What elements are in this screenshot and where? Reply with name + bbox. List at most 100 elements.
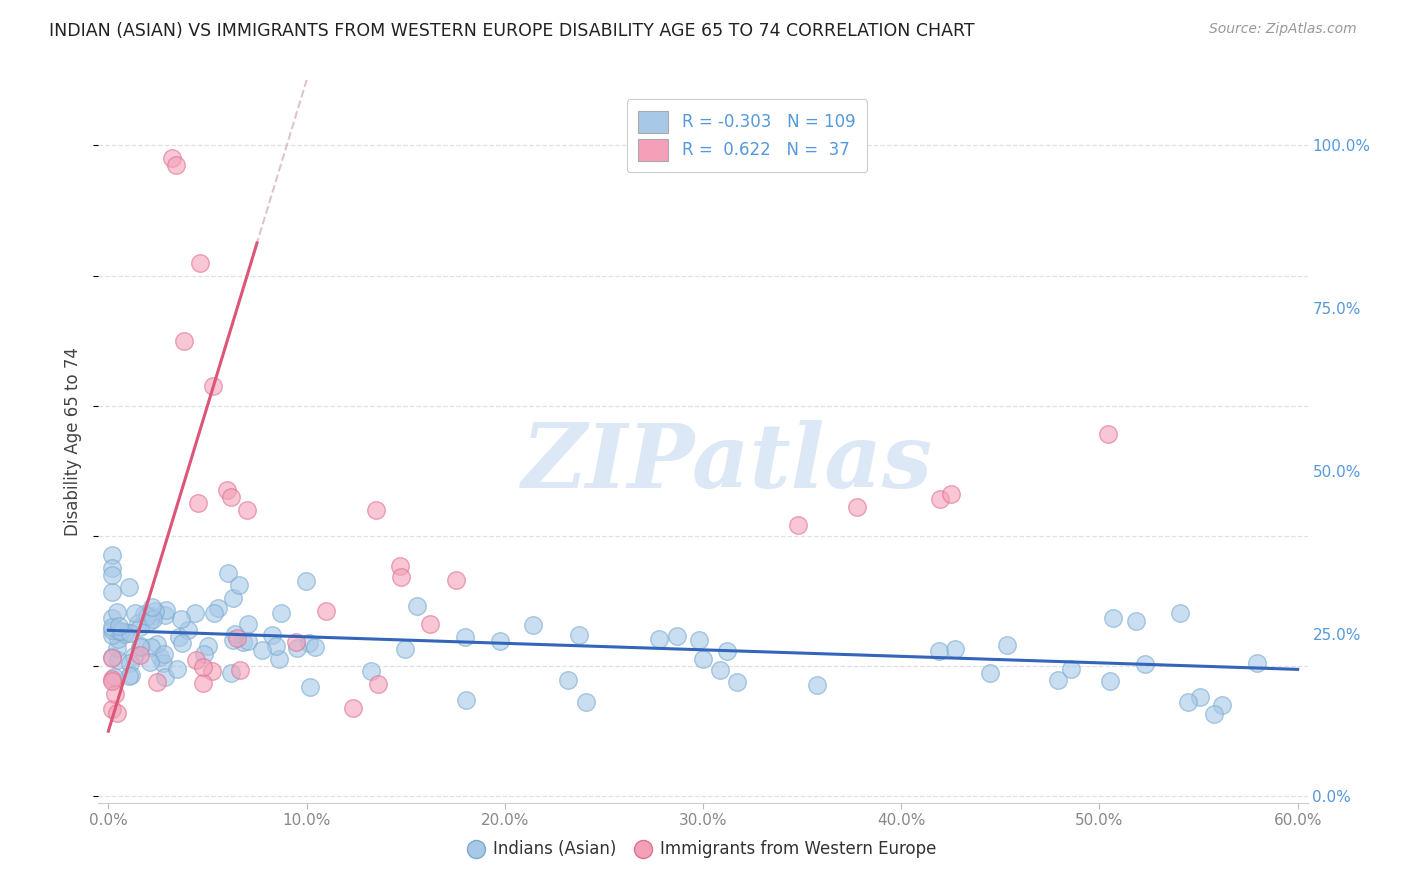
Point: [118, 625, 141, 640]
Point: [117, 669, 139, 683]
Point: [709, 663, 731, 677]
Point: [298, 635, 321, 649]
Point: [219, 490, 242, 504]
Point: [172, 636, 194, 650]
Point: [201, 664, 224, 678]
Point: [1097, 426, 1119, 441]
Point: [188, 255, 211, 269]
Point: [143, 604, 166, 618]
Point: [1060, 662, 1083, 676]
Point: [101, 568, 124, 582]
Point: [648, 632, 671, 646]
Point: [221, 665, 243, 680]
Point: [285, 640, 308, 655]
Point: [1204, 707, 1226, 722]
Point: [142, 612, 165, 626]
Point: [155, 603, 177, 617]
Point: [101, 649, 124, 664]
Point: [129, 620, 152, 634]
Point: [114, 625, 136, 640]
Point: [943, 642, 966, 657]
Point: [557, 673, 579, 687]
Point: [101, 584, 124, 599]
Point: [101, 549, 124, 563]
Point: [108, 624, 131, 638]
Point: [419, 617, 441, 632]
Point: [101, 623, 124, 637]
Point: [226, 632, 249, 646]
Point: [489, 633, 512, 648]
Point: [224, 627, 246, 641]
Point: [1188, 690, 1211, 705]
Point: [101, 651, 124, 665]
Point: [110, 624, 132, 638]
Point: [939, 487, 962, 501]
Point: [101, 672, 124, 686]
Point: [228, 578, 250, 592]
Point: [105, 640, 128, 655]
Y-axis label: Disability Age 65 to 74: Disability Age 65 to 74: [65, 347, 83, 536]
Point: [364, 503, 387, 517]
Point: [152, 647, 174, 661]
Point: [1177, 695, 1199, 709]
Point: [1102, 611, 1125, 625]
Point: [184, 653, 207, 667]
Point: [725, 674, 748, 689]
Point: [284, 635, 307, 649]
Point: [139, 655, 162, 669]
Point: [101, 561, 124, 575]
Point: [153, 670, 176, 684]
Point: [177, 623, 200, 637]
Point: [184, 606, 207, 620]
Point: [929, 491, 952, 506]
Point: [186, 496, 208, 510]
Point: [149, 649, 172, 664]
Point: [129, 639, 152, 653]
Point: [367, 677, 389, 691]
Text: ZIPatlas: ZIPatlas: [522, 420, 932, 507]
Point: [236, 503, 259, 517]
Point: [173, 334, 195, 348]
Point: [394, 642, 416, 657]
Point: [716, 644, 738, 658]
Point: [202, 606, 225, 620]
Point: [232, 635, 254, 649]
Point: [342, 701, 364, 715]
Point: [153, 608, 176, 623]
Point: [166, 662, 188, 676]
Point: [522, 617, 544, 632]
Point: [1125, 615, 1147, 629]
Point: [1099, 674, 1122, 689]
Point: [692, 652, 714, 666]
Point: [454, 631, 477, 645]
Point: [995, 638, 1018, 652]
Point: [101, 674, 124, 689]
Point: [160, 152, 183, 166]
Point: [217, 483, 239, 498]
Point: [1047, 673, 1070, 687]
Text: INDIAN (ASIAN) VS IMMIGRANTS FROM WESTERN EUROPE DISABILITY AGE 65 TO 74 CORRELA: INDIAN (ASIAN) VS IMMIGRANTS FROM WESTER…: [49, 22, 974, 40]
Point: [304, 640, 326, 654]
Point: [389, 569, 412, 583]
Point: [567, 627, 589, 641]
Point: [114, 627, 136, 641]
Point: [141, 609, 163, 624]
Point: [141, 599, 163, 614]
Point: [101, 702, 124, 716]
Point: [118, 657, 141, 671]
Point: [666, 630, 689, 644]
Point: [299, 681, 322, 695]
Point: [191, 660, 214, 674]
Point: [127, 616, 149, 631]
Point: [444, 573, 467, 587]
Point: [101, 620, 124, 634]
Point: [229, 663, 252, 677]
Point: [250, 643, 273, 657]
Point: [688, 632, 710, 647]
Point: [217, 566, 239, 580]
Point: [146, 637, 169, 651]
Point: [454, 693, 477, 707]
Point: [120, 667, 142, 681]
Point: [107, 653, 129, 667]
Point: [575, 695, 598, 709]
